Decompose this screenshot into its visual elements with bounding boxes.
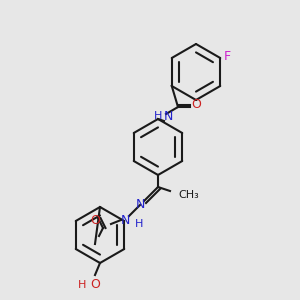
Text: N: N: [135, 199, 145, 212]
Text: O: O: [191, 98, 201, 110]
Text: H: H: [78, 280, 86, 290]
Text: O: O: [90, 214, 100, 226]
Text: F: F: [224, 50, 231, 62]
Text: N: N: [164, 110, 173, 122]
Text: N: N: [120, 214, 130, 226]
Text: O: O: [90, 278, 100, 292]
Text: CH₃: CH₃: [178, 190, 199, 200]
Text: H: H: [154, 111, 162, 121]
Text: H: H: [135, 219, 143, 229]
